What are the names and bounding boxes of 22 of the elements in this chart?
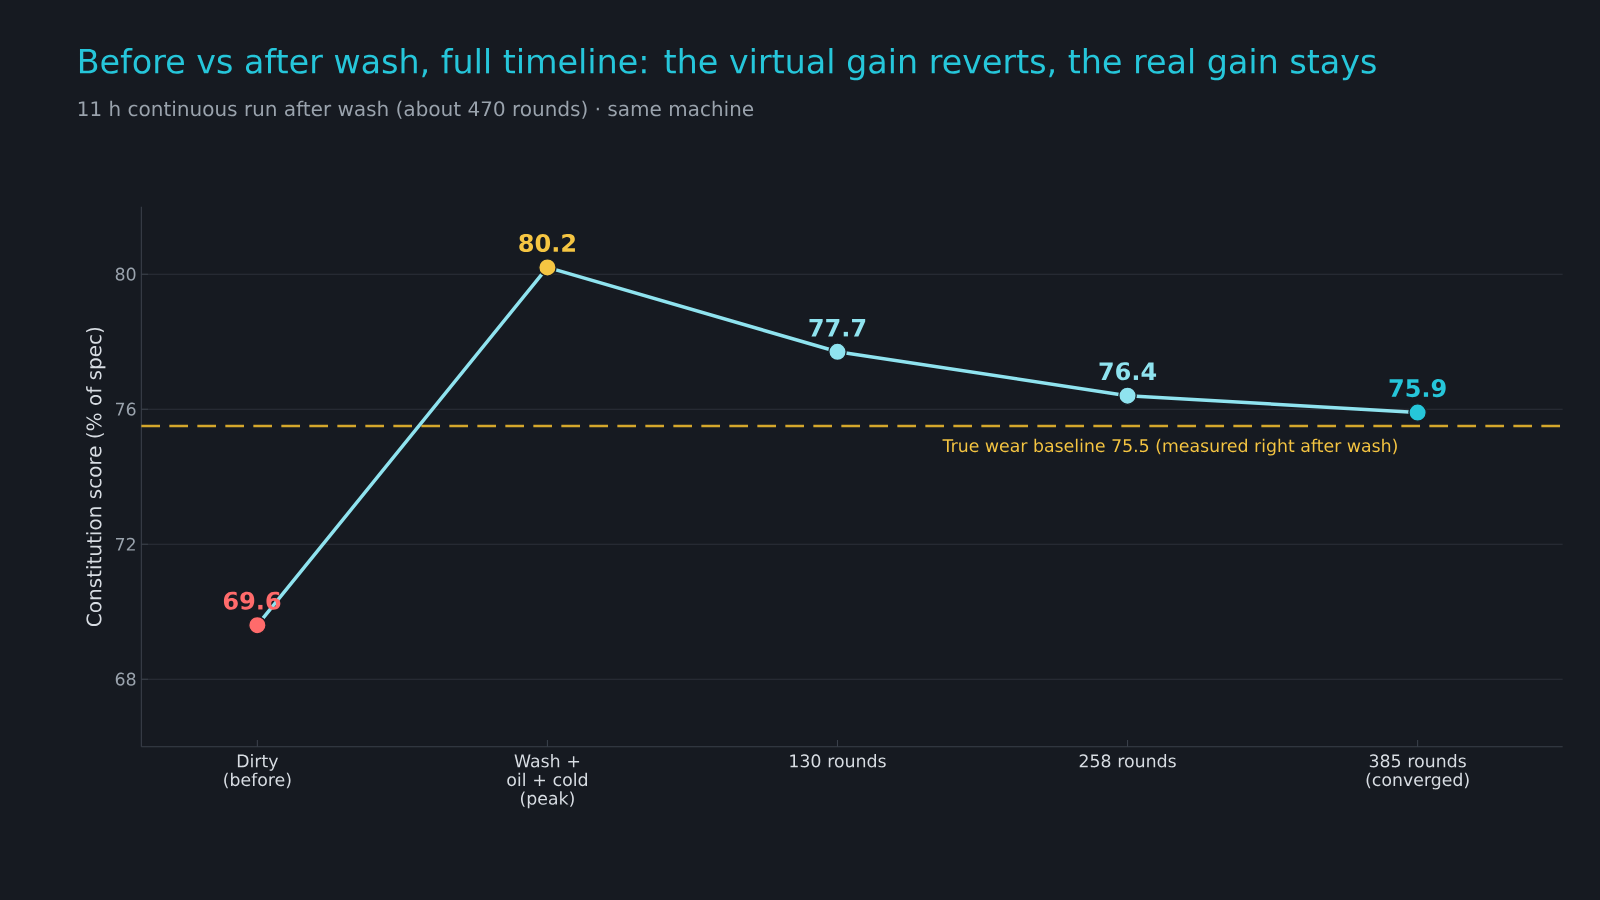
point [538, 258, 557, 277]
x-tick-label: 258 rounds [1079, 754, 1176, 768]
chart-subtitle: 11 h continuous run after wash (about 470 rounds) · same machine [78, 100, 754, 119]
data-label: 77.7 [809, 318, 866, 337]
ref-line-label: True wear baseline 75.5 (measured right after wash) [942, 438, 1397, 456]
y-tick-label: 80 [115, 267, 136, 281]
point [248, 615, 267, 635]
x-tick-label: 385 rounds (converged) [1366, 754, 1469, 790]
x-tick-label: 130 rounds [790, 754, 886, 768]
y-tick-label: 76 [115, 402, 136, 416]
point [1408, 403, 1427, 422]
point [828, 342, 847, 362]
chart-title: Before vs after wash, full timeline: the virtual gain reverts, the real gain stays [79, 48, 1376, 81]
y-tick-label: 68 [115, 672, 136, 686]
data-label: 80.2 [519, 233, 575, 253]
y-tick-label: 72 [115, 537, 135, 551]
point [1118, 386, 1137, 405]
data-label: 76.4 [1099, 362, 1157, 381]
x-tick-label: Dirty (before) [224, 754, 291, 789]
data-label: 75.9 [1389, 379, 1446, 398]
y-axis-title: Constitution score (% of spec) [86, 327, 106, 627]
x-tick-label: Wash + oil + cold (peak) [507, 754, 587, 809]
